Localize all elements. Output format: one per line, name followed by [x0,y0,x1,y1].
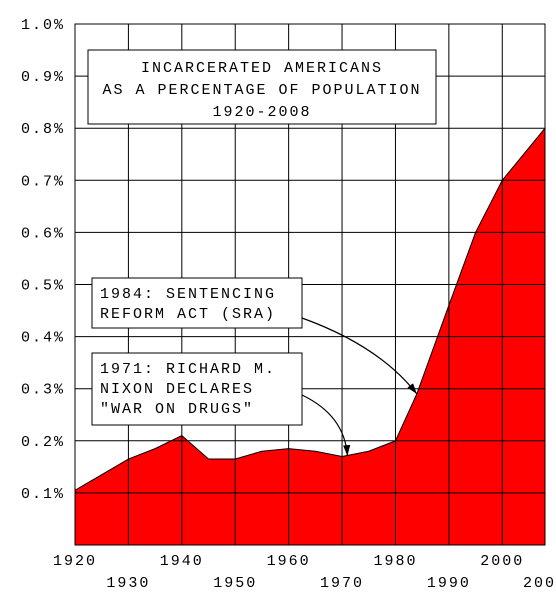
x-tick-label: 2008 [523,575,556,592]
y-tick-label: 1.0% [21,17,65,34]
title-line: AS A PERCENTAGE OF POPULATION [102,82,421,99]
y-tick-label: 0.4% [21,330,65,347]
y-tick-label: 0.8% [21,121,65,138]
x-tick-label: 1990 [427,575,471,592]
incarceration-area-chart: 0.1% 0.2% 0.3% 0.4% 0.5% 0.6% 0.7% 0.8% 0.9% 1.0%… [0,0,556,599]
x-tick-label: 1970 [320,575,364,592]
annotation-text: 1971: RICHARD M. [100,361,276,378]
y-tick-label: 0.5% [21,278,65,295]
annotation-text: 1984: SENTENCING [100,286,276,303]
annotation-text: "WAR ON DRUGS" [100,401,254,418]
chart-svg: 0.1% 0.2% 0.3% 0.4% 0.5% 0.6% 0.7% 0.8% 0.9% 1.0%… [0,0,556,599]
annotation-text: REFORM ACT (SRA) [100,306,276,323]
x-tick-label: 1960 [267,553,311,570]
annotation-text: NIXON DECLARES [100,381,254,398]
title-line: INCARCERATED AMERICANS [141,60,383,77]
x-tick-label: 2000 [480,553,524,570]
x-tick-label: 1940 [160,553,204,570]
title-line: 1920-2008 [212,104,311,121]
y-tick-label: 0.9% [21,69,65,86]
x-tick-label: 1930 [106,575,150,592]
x-tick-label: 1920 [53,553,97,570]
y-tick-label: 0.2% [21,434,65,451]
y-tick-label: 0.6% [21,225,65,242]
x-tick-label: 1980 [373,553,417,570]
y-tick-label: 0.7% [21,173,65,190]
y-tick-label: 0.3% [21,382,65,399]
x-tick-label: 1950 [213,575,257,592]
y-tick-label: 0.1% [21,486,65,503]
